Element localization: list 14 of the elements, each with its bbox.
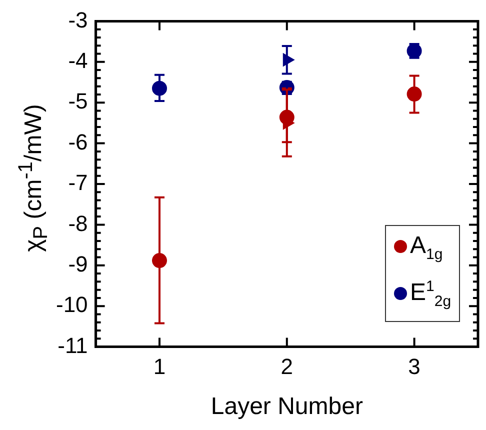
y-tick-label: -6 (68, 129, 88, 154)
x-tick-label: 2 (280, 354, 294, 380)
y-tick-label: -3 (68, 7, 88, 32)
x-axis-title: Layer Number (210, 393, 363, 420)
y-tick-label: -9 (68, 251, 88, 276)
y-tick-label: -8 (68, 210, 88, 236)
y-tick-label: -10 (56, 292, 88, 318)
legend-label: A$_{1g}$ (409, 230, 444, 265)
y-tick-label: -11 (58, 332, 88, 358)
x-tick-label: 1 (153, 354, 166, 380)
y-tick-label: -5 (68, 88, 88, 114)
y-tick-label: -7 (68, 170, 88, 196)
y-tick-label: -4 (68, 48, 88, 73)
x-tick-label: 3 (408, 354, 420, 380)
